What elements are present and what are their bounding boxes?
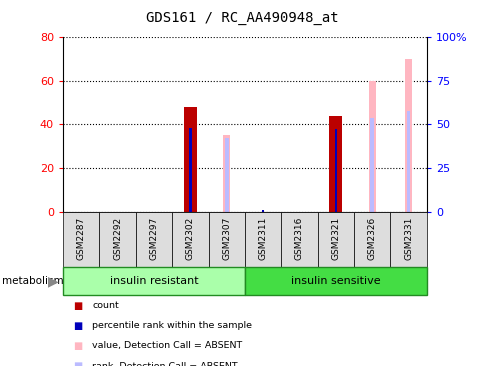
Bar	[317, 212, 353, 267]
Text: percentile rank within the sample: percentile rank within the sample	[92, 321, 252, 330]
Bar	[281, 212, 317, 267]
Text: metabolism: metabolism	[2, 276, 64, 286]
Bar	[244, 212, 281, 267]
Text: ■: ■	[73, 361, 82, 366]
Text: insulin resistant: insulin resistant	[109, 276, 198, 286]
Bar	[370, 118, 373, 212]
Bar	[261, 210, 264, 212]
Text: GSM2331: GSM2331	[403, 217, 412, 260]
Text: rank, Detection Call = ABSENT: rank, Detection Call = ABSENT	[92, 362, 237, 366]
Bar	[368, 81, 375, 212]
Bar	[390, 212, 426, 267]
Text: insulin sensitive: insulin sensitive	[290, 276, 380, 286]
Bar	[63, 267, 244, 295]
Text: GSM2311: GSM2311	[258, 217, 267, 260]
Text: GSM2321: GSM2321	[331, 217, 340, 260]
Text: GSM2316: GSM2316	[294, 217, 303, 260]
Bar	[244, 267, 426, 295]
Text: ■: ■	[73, 300, 82, 311]
Text: GDS161 / RC_AA490948_at: GDS161 / RC_AA490948_at	[146, 11, 338, 25]
Bar	[189, 128, 191, 212]
Bar	[405, 59, 411, 212]
Bar	[136, 212, 172, 267]
Bar	[63, 212, 99, 267]
Text: ■: ■	[73, 321, 82, 331]
Text: count: count	[92, 301, 119, 310]
Bar	[334, 129, 336, 212]
Bar	[172, 212, 208, 267]
Bar	[353, 212, 390, 267]
Text: value, Detection Call = ABSENT: value, Detection Call = ABSENT	[92, 341, 242, 350]
Bar	[183, 107, 197, 212]
Bar	[223, 135, 229, 212]
Bar	[406, 111, 409, 212]
Text: GSM2326: GSM2326	[367, 217, 376, 260]
Text: ■: ■	[73, 341, 82, 351]
Text: GSM2287: GSM2287	[76, 217, 86, 260]
Text: GSM2302: GSM2302	[185, 217, 195, 260]
Bar	[208, 212, 244, 267]
Text: GSM2297: GSM2297	[149, 217, 158, 260]
Bar	[329, 116, 342, 212]
Text: GSM2307: GSM2307	[222, 217, 231, 260]
Bar	[225, 138, 228, 212]
Text: GSM2292: GSM2292	[113, 217, 122, 260]
Text: ▶: ▶	[47, 274, 58, 288]
Bar	[99, 212, 136, 267]
